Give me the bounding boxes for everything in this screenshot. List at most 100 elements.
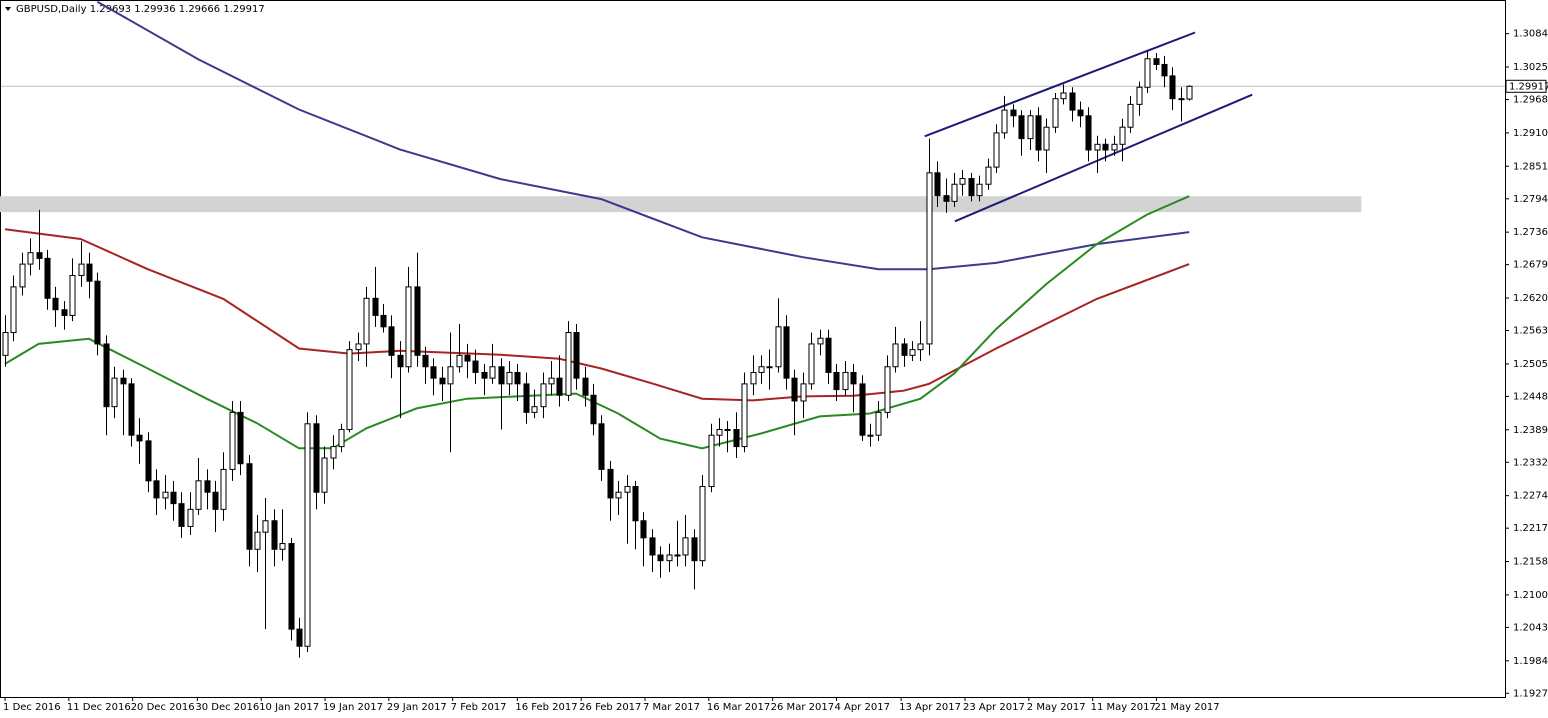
candle-body [1001,109,1008,134]
candle-body [523,383,530,413]
plot-frame [0,0,1506,698]
candle-body [590,394,597,425]
candle-body [514,371,521,385]
y-tick-label: 1.29100 [1513,128,1548,139]
y-tick-label: 1.25050 [1513,359,1548,370]
candle-body [959,178,966,185]
candle-body [875,411,882,436]
candle-body [1043,126,1050,151]
candle-body [111,377,118,408]
y-tick-label: 1.21000 [1513,590,1548,601]
candle-body [766,366,773,369]
candle-body [195,480,202,510]
candle-body [909,349,916,356]
candle-body [1018,115,1025,140]
candle-body [598,423,605,470]
candle-body [615,491,622,499]
price-box-label: 1.29917 [1509,81,1548,92]
candle-body [430,366,437,379]
x-tick-label: 7 Mar 2017 [643,702,700,713]
candle-body [61,309,68,316]
candle-body [817,337,824,345]
candle-body [1169,75,1176,100]
candle-body [548,377,555,385]
candle-body [86,263,93,282]
candle-body [682,537,689,556]
candle-body [355,343,362,351]
candle-body [162,491,169,499]
candle-body [808,343,815,385]
price-box [1505,79,1547,93]
x-tick-label: 10 Jan 2017 [259,702,319,713]
candle-body [489,366,496,379]
y-tick-label: 1.25635 [1513,326,1548,337]
y-tick-label: 1.28515 [1513,161,1548,172]
candle-body [791,377,798,402]
candle-body [498,366,505,385]
candle-body [447,366,454,385]
candle-body [472,360,479,373]
x-tick-label: 26 Feb 2017 [579,702,641,713]
candle-body [153,480,160,499]
trend-line [924,31,1196,138]
candle-body [649,537,656,556]
candle-body [464,354,471,362]
x-tick-label: 30 Dec 2016 [195,702,259,713]
moving-average [96,0,1190,271]
candle-body [10,286,17,334]
y-tick-label: 1.27360 [1513,227,1548,238]
candle-body [388,326,395,356]
candle-body [884,366,891,413]
candle-body [758,366,765,373]
candle-body [36,252,43,259]
candle-body [363,297,370,345]
candle-body [506,371,513,385]
candle-body [1161,63,1168,77]
candle-body [783,326,790,379]
candle-body [540,383,547,408]
y-tick-label: 1.22740 [1513,491,1548,502]
x-tick-label: 29 Jan 2017 [387,702,447,713]
candle-body [1077,109,1084,117]
candle-body [397,354,404,368]
candle-body [632,486,639,522]
candle-body [296,628,303,647]
candle-body [850,371,857,385]
y-tick-label: 1.19275 [1513,688,1548,699]
y-tick-label: 1.20430 [1513,622,1548,633]
candle-body [262,520,269,533]
candle-body [976,183,983,197]
candle-body [1069,92,1076,111]
candle-body [145,440,152,482]
candle-body [338,428,345,448]
moving-average [4,228,1190,402]
candle-body [775,326,782,368]
candle-body [1127,103,1134,128]
candle-body [985,166,992,185]
y-tick-label: 1.24480 [1513,391,1548,402]
candle-body [968,178,975,197]
y-tick-label: 1.29685 [1513,95,1548,106]
candle-body [1085,115,1092,151]
close-price: 1.29917 [223,4,264,15]
candle-body [926,172,933,345]
y-tick-label: 1.26205 [1513,293,1548,304]
x-tick-label: 20 Dec 2016 [131,702,195,713]
y-tick-label: 1.26790 [1513,260,1548,271]
candle-body [136,434,143,442]
candle-body [456,354,463,368]
x-tick-label: 19 Jan 2017 [323,702,383,713]
candle-body [640,520,647,539]
candle-body [103,343,110,408]
candle-body [44,257,51,299]
candle-body [178,503,185,527]
candle-body [481,371,488,379]
candle-body [934,172,941,197]
candle-body [2,332,9,356]
candle-body [531,406,538,413]
candle-body [346,349,353,430]
candle-body [691,537,698,562]
candle-body [943,195,950,202]
candle-body [842,371,849,391]
candle-body [699,486,706,562]
